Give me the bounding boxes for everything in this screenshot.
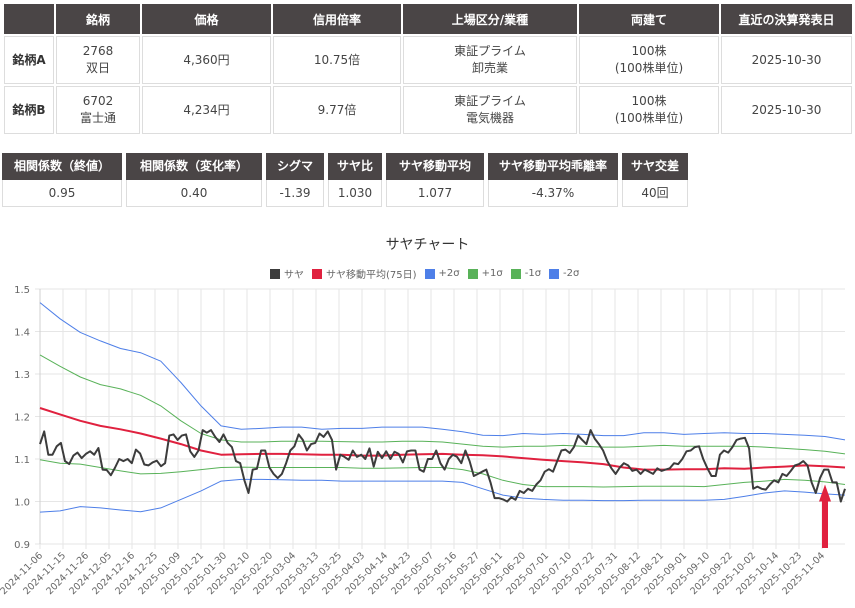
header-price: 価格 [142,4,271,34]
stat-spread-crossings: サヤ交差 40回 [622,153,688,207]
industry: 卸売業 [471,61,508,75]
header-margin-ratio: 信用倍率 [273,4,401,34]
legend-swatch-icon [312,268,322,279]
stock-name: 富士通 [79,111,116,125]
hedge-unit: (100株単位) [614,61,684,75]
series-line-5 [39,478,846,513]
earnings-date: 2025-10-30 [721,86,852,134]
legend-item[interactable]: -2σ [549,268,579,279]
header-hedge: 両建て [579,4,719,34]
stat-value: 1.030 [328,180,382,207]
chart-legend: サヤ サヤ移動平均(75日) +2σ +1σ -1σ -2σ [270,266,579,281]
stat-spread-ratio: サヤ比 1.030 [328,153,382,207]
series-line-3 [39,354,846,455]
legend-label: +2σ [438,268,460,279]
y-tick-label: 1.5 [14,285,30,296]
industry: 電気機器 [465,111,514,125]
stat-value: -1.39 [266,180,324,207]
info-table-header: 銘柄 価格 信用倍率 上場区分/業種 両建て 直近の決算発表日 [4,4,852,34]
stock-code: 2768 [82,44,114,58]
stat-correlation-change: 相関係数（変化率） 0.40 [126,153,262,207]
stat-correlation-close: 相関係数（終値） 0.95 [2,153,122,207]
annotation-arrow-icon [819,484,831,548]
legend-item[interactable]: +1σ [467,268,503,279]
market: 東証プライム [454,94,526,108]
margin-ratio: 10.75倍 [273,36,401,84]
hedge: 100株 (100株単位) [579,36,719,84]
legend-swatch-icon [467,268,478,279]
stat-value: 0.95 [2,180,122,207]
series-line-0 [39,429,846,503]
stat-label: 相関係数（終値） [2,153,122,180]
legend-item[interactable]: サヤ [270,266,304,281]
hedge-shares: 100株 [631,94,667,108]
stock-name: 双日 [85,61,110,75]
series-line-4 [39,459,846,488]
chart-title: サヤチャート [385,237,470,253]
header-stock: 銘柄 [56,4,140,34]
legend-swatch-icon [424,268,435,279]
stock-code-name: 2768 双日 [56,36,140,84]
legend-swatch-icon [510,268,521,279]
stat-label: 相関係数（変化率） [126,153,262,180]
legend-label: -1σ [524,268,542,279]
row-label: 銘柄B [4,86,54,134]
stock-price: 4,360円 [142,36,271,84]
stat-label: サヤ比 [328,153,382,180]
hedge-unit: (100株単位) [614,111,684,125]
stat-label: サヤ移動平均 [386,153,484,180]
y-tick-label: 1.2 [14,413,30,424]
chart-canvas: 0.91.01.11.21.31.41.52024-11-062024-11-1… [0,285,846,597]
legend-swatch-icon [549,268,560,279]
header-market-industry: 上場区分/業種 [403,4,577,34]
stat-label: サヤ交差 [622,153,688,180]
market-industry: 東証プライム 卸売業 [403,36,577,84]
pair-info-table: 銘柄 価格 信用倍率 上場区分/業種 両建て 直近の決算発表日 銘柄A 2768… [2,2,854,136]
row-label: 銘柄A [4,36,54,84]
stat-ma-deviation: サヤ移動平均乖離率 -4.37% [488,153,618,207]
legend-swatch-icon [270,268,280,279]
stat-sigma: シグマ -1.39 [266,153,324,207]
legend-item[interactable]: -1σ [510,268,542,279]
series-line-2 [39,302,846,441]
legend-label: +1σ [481,268,503,279]
legend-item[interactable]: +2σ [424,268,460,279]
y-tick-label: 1.0 [14,498,30,509]
stat-label: シグマ [266,153,324,180]
stat-value: 40回 [622,180,688,207]
stock-code-name: 6702 富士通 [56,86,140,134]
stat-value: 0.40 [126,180,262,207]
y-tick-label: 1.4 [14,328,30,339]
stat-spread-moving-average: サヤ移動平均 1.077 [386,153,484,207]
series-line-1 [39,407,846,471]
earnings-date: 2025-10-30 [721,36,852,84]
stat-value: -4.37% [488,180,618,207]
stats-panel: 相関係数（終値） 0.95 相関係数（変化率） 0.40 シグマ -1.39 サ… [2,153,688,207]
y-tick-label: 1.1 [14,455,30,466]
legend-item[interactable]: サヤ移動平均(75日) [312,266,417,281]
stock-code: 6702 [82,94,114,108]
table-row-stock-b: 銘柄B 6702 富士通 4,234円 9.77倍 東証プライム 電気機器 100株… [4,86,852,134]
legend-label: サヤ移動平均(75日) [326,270,417,281]
hedge-shares: 100株 [631,44,667,58]
market-industry: 東証プライム 電気機器 [403,86,577,134]
spread-chart: 0.9 1.0 1.1 1.2 1.3 1.4 1.5 2024-11-06 2024-11-1… [0,228,855,608]
header-earnings-date: 直近の決算発表日 [721,4,852,34]
y-tick-label: 0.9 [14,540,30,551]
legend-label: サヤ [284,270,304,281]
stat-value: 1.077 [386,180,484,207]
header-blank [4,4,54,34]
hedge: 100株 (100株単位) [579,86,719,134]
stock-price: 4,234円 [142,86,271,134]
legend-label: -2σ [563,268,580,279]
y-tick-label: 1.3 [14,370,30,381]
margin-ratio: 9.77倍 [273,86,401,134]
stat-label: サヤ移動平均乖離率 [488,153,618,180]
market: 東証プライム [454,44,526,58]
table-row-stock-a: 銘柄A 2768 双日 4,360円 10.75倍 東証プライム 卸売業 100株 (… [4,36,852,84]
